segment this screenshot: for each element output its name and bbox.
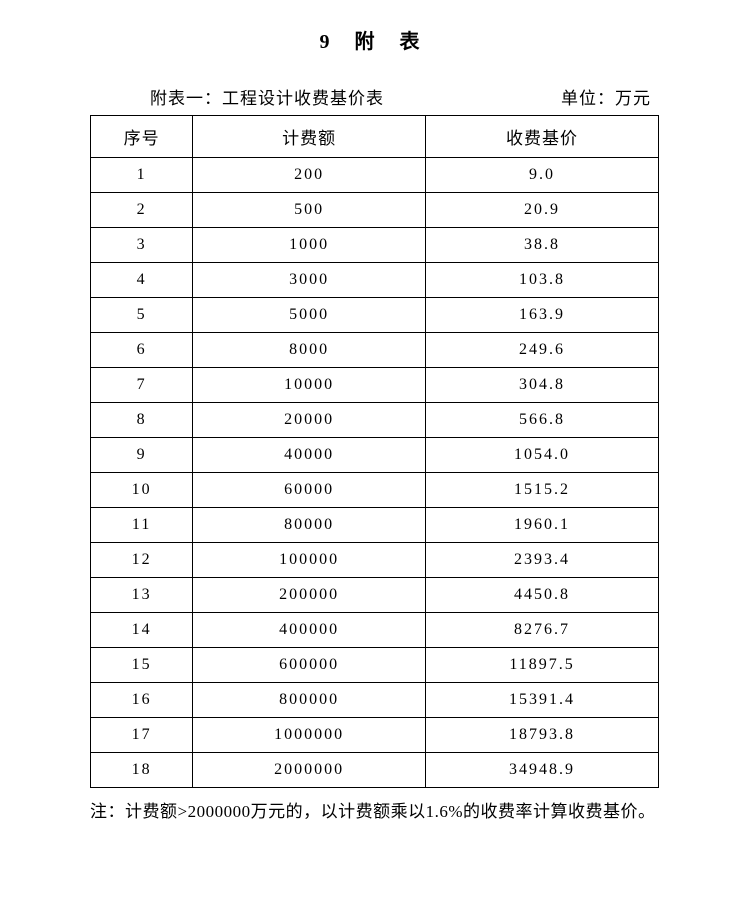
table-cell: 100000 — [193, 543, 426, 578]
table-cell: 2000000 — [193, 753, 426, 788]
table-row: 18200000034948.9 — [91, 753, 659, 788]
table-cell: 40000 — [193, 438, 426, 473]
table-cell: 1515.2 — [426, 473, 659, 508]
table-cell: 6 — [91, 333, 193, 368]
table-cell: 3 — [91, 228, 193, 263]
table-row: 1560000011897.5 — [91, 648, 659, 683]
table-cell: 5000 — [193, 298, 426, 333]
fee-table: 序号 计费额 收费基价 12009.0250020.93100038.84300… — [90, 115, 659, 788]
table-cell: 7 — [91, 368, 193, 403]
table-cell: 13 — [91, 578, 193, 613]
table-cell: 8 — [91, 403, 193, 438]
table-cell: 9.0 — [426, 158, 659, 193]
table-cell: 80000 — [193, 508, 426, 543]
table-cell: 11897.5 — [426, 648, 659, 683]
table-cell: 1000000 — [193, 718, 426, 753]
table-cell: 163.9 — [426, 298, 659, 333]
table-row: 132000004450.8 — [91, 578, 659, 613]
table-cell: 1 — [91, 158, 193, 193]
table-cell: 8000 — [193, 333, 426, 368]
table-cell: 38.8 — [426, 228, 659, 263]
table-cell: 103.8 — [426, 263, 659, 298]
table-cell: 20000 — [193, 403, 426, 438]
table-row: 12009.0 — [91, 158, 659, 193]
table-header-row: 序号 计费额 收费基价 — [91, 116, 659, 158]
table-cell: 800000 — [193, 683, 426, 718]
table-cell: 2 — [91, 193, 193, 228]
table-cell: 400000 — [193, 613, 426, 648]
table-cell: 1960.1 — [426, 508, 659, 543]
table-row: 121000002393.4 — [91, 543, 659, 578]
table-cell: 2393.4 — [426, 543, 659, 578]
table-cell: 1054.0 — [426, 438, 659, 473]
header-seq: 序号 — [91, 116, 193, 158]
table-cell: 10 — [91, 473, 193, 508]
subtitle-right: 单位：万元 — [561, 84, 651, 109]
table-cell: 12 — [91, 543, 193, 578]
table-row: 11800001960.1 — [91, 508, 659, 543]
table-cell: 9 — [91, 438, 193, 473]
table-cell: 249.6 — [426, 333, 659, 368]
table-row: 820000566.8 — [91, 403, 659, 438]
table-cell: 304.8 — [426, 368, 659, 403]
table-cell: 4450.8 — [426, 578, 659, 613]
table-row: 250020.9 — [91, 193, 659, 228]
table-row: 710000304.8 — [91, 368, 659, 403]
table-cell: 18793.8 — [426, 718, 659, 753]
table-row: 10600001515.2 — [91, 473, 659, 508]
table-row: 144000008276.7 — [91, 613, 659, 648]
page-title: 9 附 表 — [90, 25, 659, 54]
header-amount: 计费额 — [193, 116, 426, 158]
table-cell: 8276.7 — [426, 613, 659, 648]
table-cell: 10000 — [193, 368, 426, 403]
table-cell: 18 — [91, 753, 193, 788]
table-row: 3100038.8 — [91, 228, 659, 263]
table-cell: 200000 — [193, 578, 426, 613]
footnote: 注：计费额>2000000万元的，以计费额乘以1.6%的收费率计算收费基价。 — [90, 796, 659, 828]
table-cell: 20.9 — [426, 193, 659, 228]
table-row: 17100000018793.8 — [91, 718, 659, 753]
table-cell: 34948.9 — [426, 753, 659, 788]
table-row: 1680000015391.4 — [91, 683, 659, 718]
table-cell: 500 — [193, 193, 426, 228]
table-cell: 15 — [91, 648, 193, 683]
table-cell: 4 — [91, 263, 193, 298]
table-cell: 15391.4 — [426, 683, 659, 718]
table-row: 55000163.9 — [91, 298, 659, 333]
subtitle-row: 附表一：工程设计收费基价表 单位：万元 — [90, 84, 659, 109]
subtitle-left: 附表一：工程设计收费基价表 — [150, 84, 384, 109]
table-cell: 1000 — [193, 228, 426, 263]
table-cell: 5 — [91, 298, 193, 333]
header-price: 收费基价 — [426, 116, 659, 158]
table-cell: 600000 — [193, 648, 426, 683]
table-cell: 16 — [91, 683, 193, 718]
table-cell: 17 — [91, 718, 193, 753]
table-row: 43000103.8 — [91, 263, 659, 298]
table-cell: 3000 — [193, 263, 426, 298]
table-cell: 566.8 — [426, 403, 659, 438]
table-cell: 200 — [193, 158, 426, 193]
table-cell: 60000 — [193, 473, 426, 508]
table-cell: 11 — [91, 508, 193, 543]
table-cell: 14 — [91, 613, 193, 648]
table-row: 68000249.6 — [91, 333, 659, 368]
table-row: 9400001054.0 — [91, 438, 659, 473]
